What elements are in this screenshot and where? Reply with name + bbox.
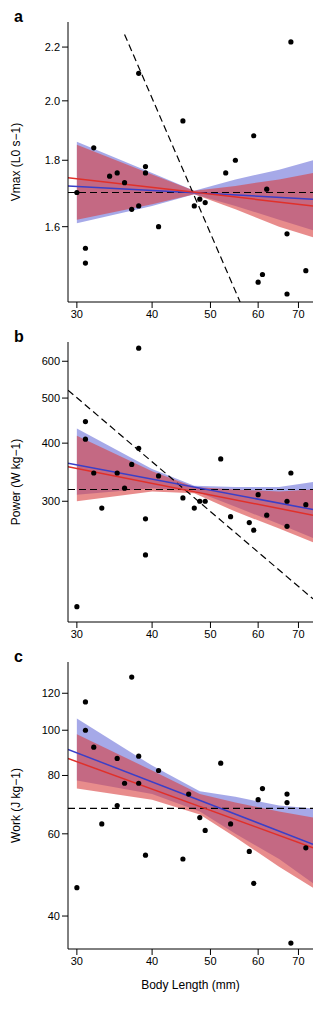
svg-text:40: 40 [146,628,158,640]
svg-text:300: 300 [42,495,60,507]
svg-text:Work (J kg−1): Work (J kg−1) [9,768,23,843]
svg-text:Power (W kg−1): Power (W kg−1) [9,439,23,525]
svg-text:70: 70 [292,628,304,640]
html-text:b: b [14,328,24,345]
svg-text:600: 600 [42,355,60,367]
svg-text:40: 40 [146,955,158,967]
svg-text:60: 60 [252,308,264,320]
svg-text:50: 50 [204,628,216,640]
svg-text:30: 30 [71,308,83,320]
svg-text:60: 60 [252,628,264,640]
svg-text:1.8: 1.8 [45,154,60,166]
svg-text:400: 400 [42,437,60,449]
svg-text:Vmax (L0 s−1): Vmax (L0 s−1) [9,123,23,201]
svg-text:30: 30 [71,628,83,640]
svg-text:60: 60 [252,955,264,967]
svg-text:80: 80 [48,769,60,781]
svg-text:50: 50 [204,955,216,967]
svg-text:1.6: 1.6 [45,221,60,233]
svg-text:70: 70 [292,308,304,320]
svg-text:30: 30 [71,955,83,967]
html-text:a: a [14,8,23,25]
svg-text:70: 70 [292,955,304,967]
svg-text:40: 40 [146,308,158,320]
svg-text:Body Length (mm): Body Length (mm) [141,978,240,992]
svg-text:120: 120 [42,687,60,699]
svg-text:2.2: 2.2 [45,41,60,53]
html-text:c: c [14,648,23,665]
svg-text:500: 500 [42,392,60,404]
svg-text:2.0: 2.0 [45,95,60,107]
svg-text:100: 100 [42,724,60,736]
svg-text:60: 60 [48,828,60,840]
svg-text:50: 50 [204,308,216,320]
svg-text:40: 40 [48,910,60,922]
